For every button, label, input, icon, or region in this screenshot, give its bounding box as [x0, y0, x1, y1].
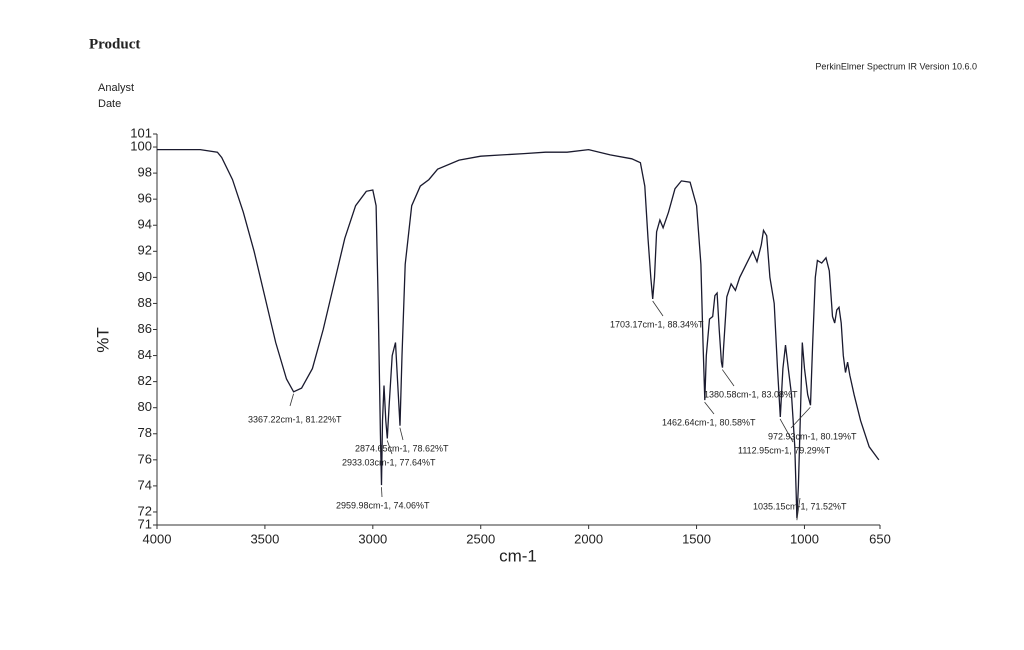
field-label: Analyst [98, 82, 134, 94]
annotation-label: 1035.15cm-1, 71.52%T [753, 501, 847, 511]
x-tick-label: 1500 [682, 531, 711, 546]
y-tick-label: 82 [138, 373, 152, 388]
y-tick-label: 90 [138, 269, 152, 284]
x-tick-label: 2000 [574, 531, 603, 546]
y-tick-label: 94 [138, 217, 152, 232]
annotation-leader [790, 406, 811, 429]
annotation-label: 1112.95cm-1, 79.29%T [738, 445, 831, 455]
x-tick-label: 1000 [790, 531, 819, 546]
annotation-label: 1380.58cm-1, 83.08%T [704, 389, 798, 399]
x-tick-label: 4000 [143, 531, 172, 546]
annotation-label: 2933.03cm-1, 77.64%T [342, 457, 436, 467]
y-axis-label: %T [93, 327, 112, 353]
chart-title: Product [89, 36, 140, 52]
annotation-leader [704, 401, 715, 415]
y-tick-label: 74 [138, 477, 152, 492]
annotation-leader [289, 393, 294, 407]
x-tick-label: 3000 [358, 531, 387, 546]
y-tick-label: 101 [130, 125, 152, 140]
y-tick-label: 98 [138, 165, 152, 180]
y-tick-label: 80 [138, 399, 152, 414]
annotation-label: 2874.65cm-1, 78.62%T [355, 443, 449, 453]
annotation-leader [652, 300, 664, 317]
spectrum-line [157, 148, 880, 519]
annotation-leader [796, 497, 801, 521]
y-tick-label: 96 [138, 191, 152, 206]
y-tick-label: 71 [138, 516, 152, 531]
annotation-leader [399, 427, 404, 441]
y-tick-label: 86 [138, 321, 152, 336]
x-axis-label: cm-1 [499, 546, 537, 565]
y-tick-label: 76 [138, 451, 152, 466]
y-tick-label: 78 [138, 425, 152, 440]
y-tick-label: 92 [138, 243, 152, 258]
annotation-label: 3367.22cm-1, 81.22%T [248, 414, 342, 424]
y-tick-label: 88 [138, 295, 152, 310]
y-tick-label: 84 [138, 347, 152, 362]
chart-subtitle: PerkinElmer Spectrum IR Version 10.6.0 [815, 61, 977, 71]
annotation-label: 2959.98cm-1, 74.06%T [336, 500, 430, 510]
annotation-leader [386, 440, 393, 455]
annotation-label: 972.93cm-1, 80.19%T [768, 431, 857, 441]
y-tick-label: 100 [130, 138, 152, 153]
field-label: Date [98, 98, 121, 110]
annotation-label: 1462.64cm-1, 80.58%T [662, 417, 756, 427]
x-tick-label: 650 [869, 531, 891, 546]
annotation-label: 1703.17cm-1, 88.34%T [610, 319, 704, 329]
annotation-leader [779, 418, 794, 443]
x-tick-label: 3500 [250, 531, 279, 546]
x-tick-label: 2500 [466, 531, 495, 546]
annotation-leader [721, 369, 735, 387]
y-tick-label: 72 [138, 503, 152, 518]
annotation-leader [381, 487, 383, 498]
